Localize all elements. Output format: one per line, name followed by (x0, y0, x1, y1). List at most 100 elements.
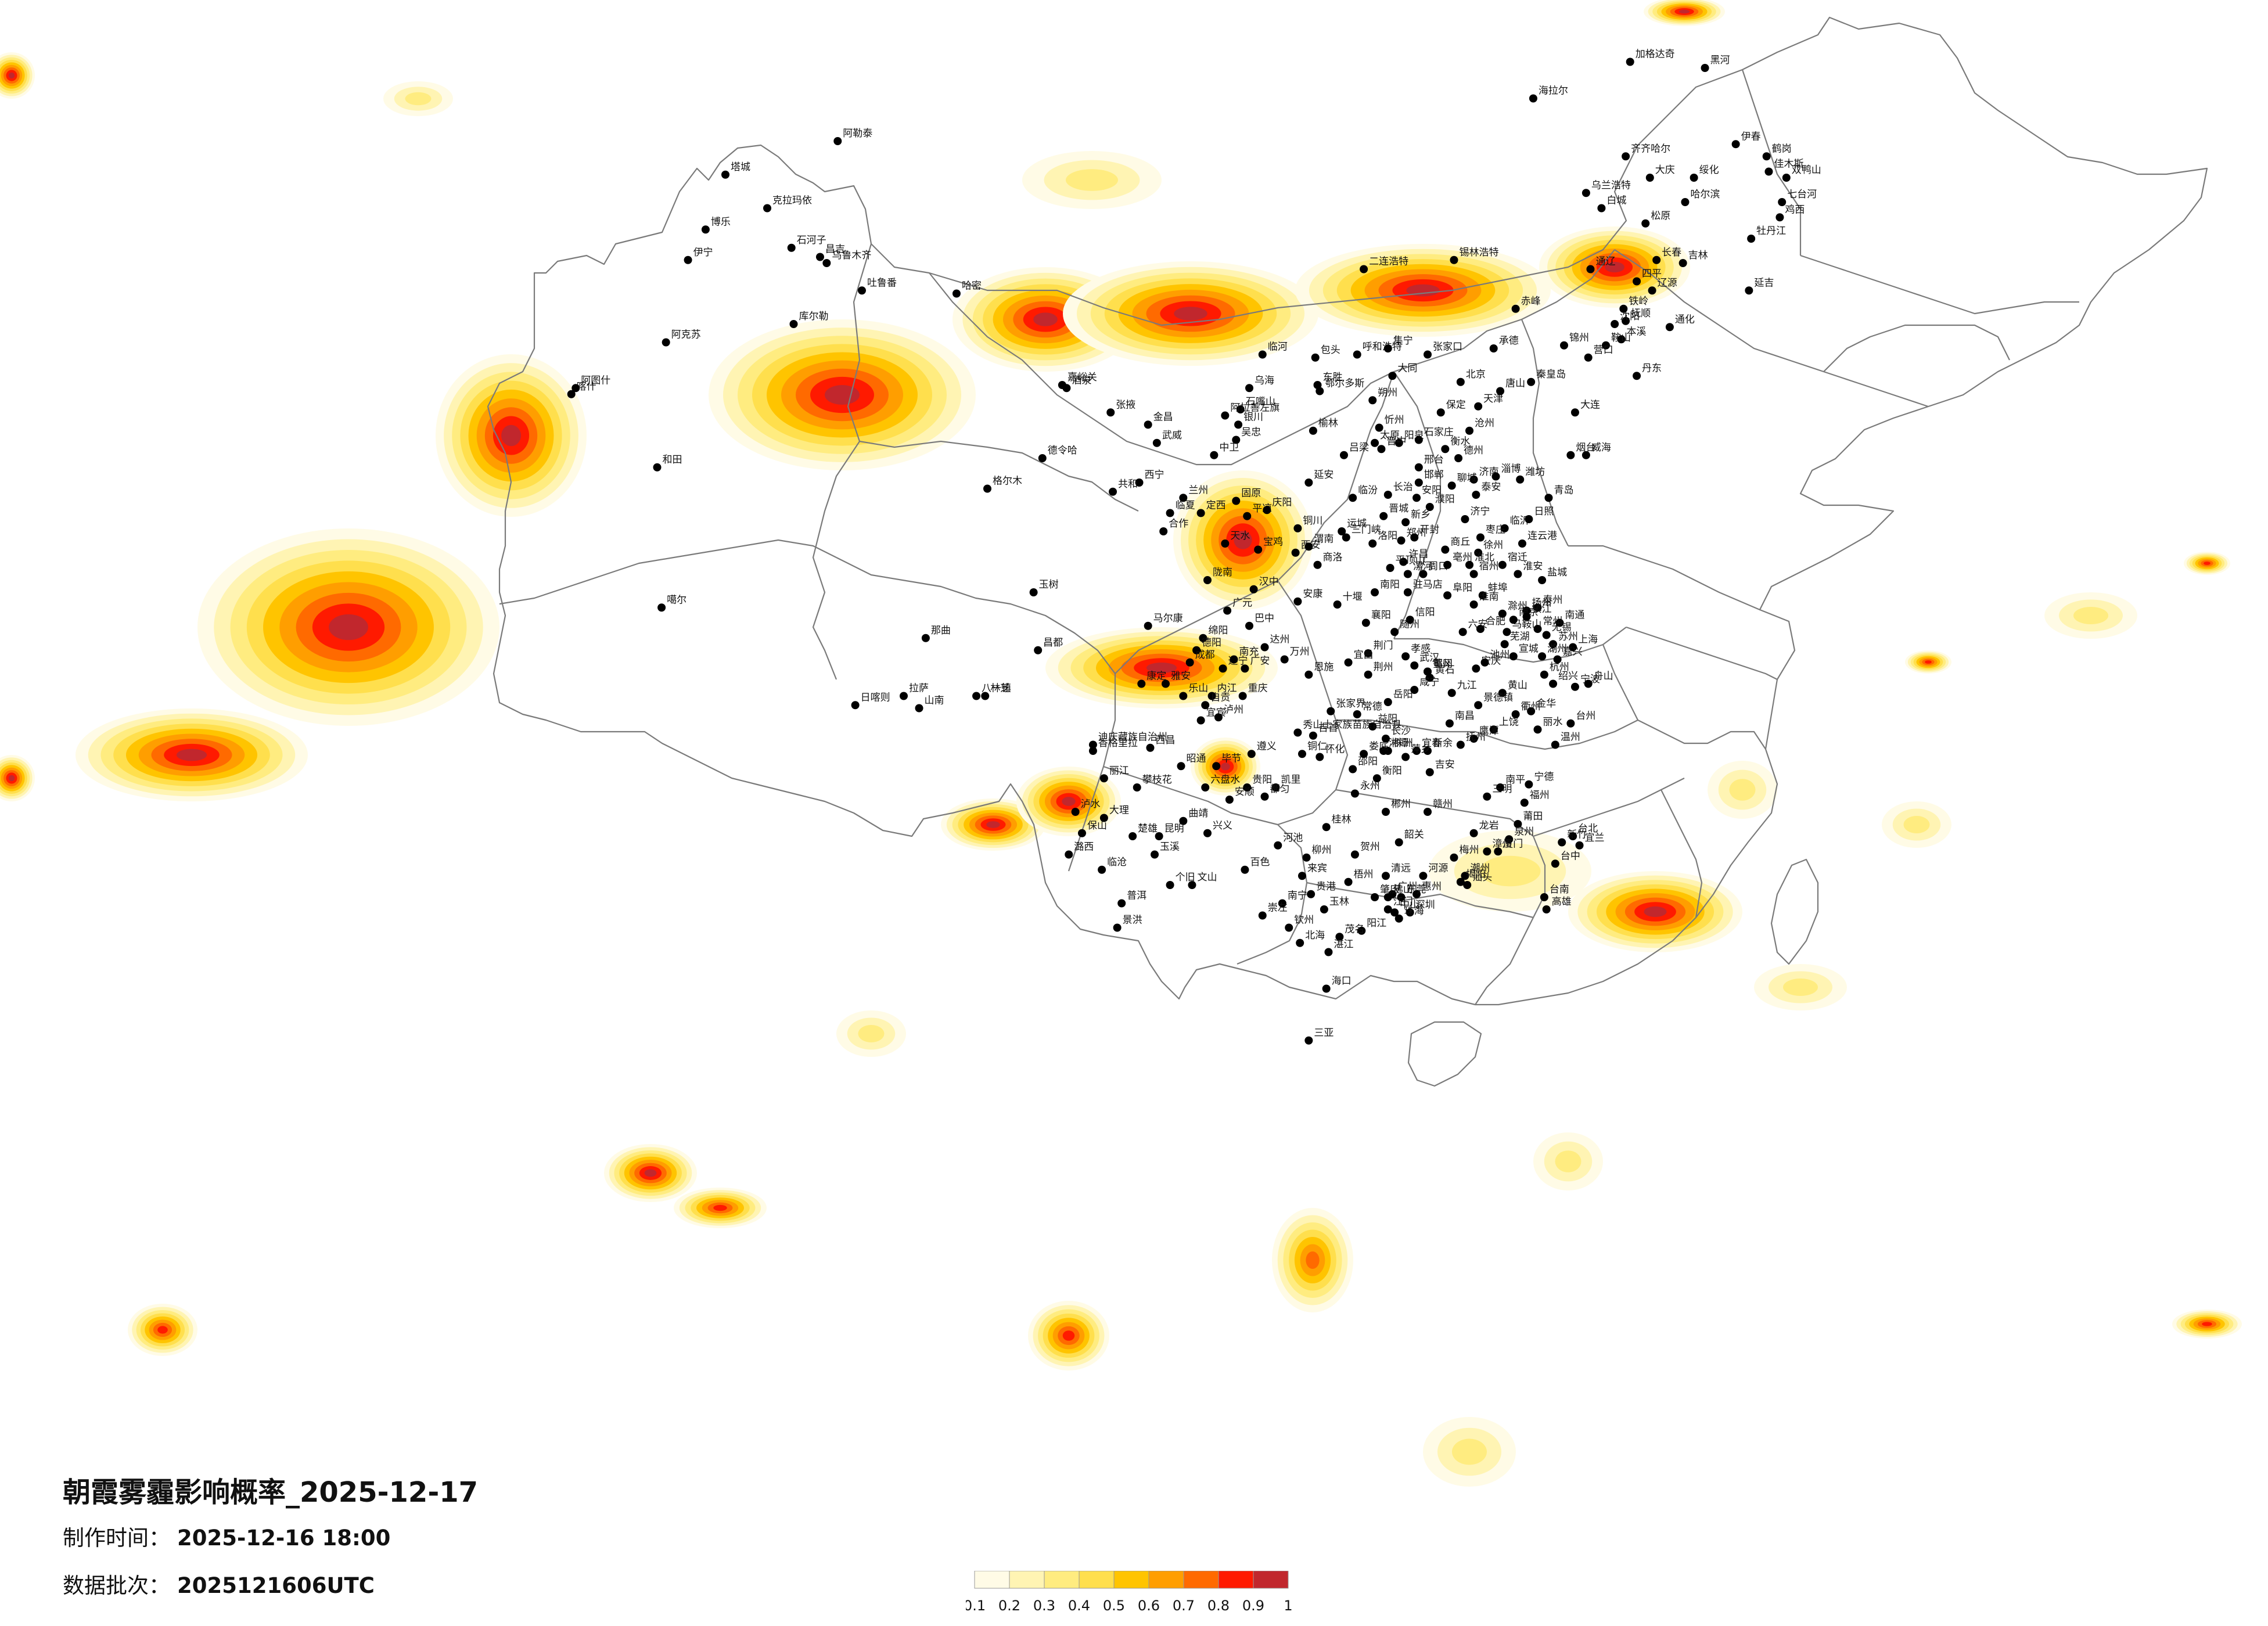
city-marker: 高雄 (1542, 896, 1572, 913)
city-marker: 普洱 (1117, 890, 1146, 908)
probability-cell (1479, 855, 1541, 887)
city-dot (1210, 451, 1219, 459)
city-dot (1203, 829, 1212, 837)
city-marker: 枣庄 (1476, 524, 1505, 542)
city-label: 攀枝花 (1142, 774, 1172, 786)
city-marker: 八一镇 (972, 683, 1011, 700)
city-marker: 佳木斯 (1764, 159, 1803, 176)
city-label: 康定 (1146, 671, 1166, 682)
city-dot (1333, 600, 1342, 609)
city-dot (1077, 829, 1086, 837)
city-marker: 漳州 (1483, 838, 1512, 856)
city-dot (1322, 823, 1331, 832)
city-marker: 日喀则 (851, 692, 890, 710)
city-marker: 三明 (1483, 783, 1512, 801)
city-dot (1177, 762, 1185, 771)
city-label: 塔城 (731, 161, 750, 173)
border-hebei-shanxi (1521, 319, 1569, 546)
city-dot (787, 243, 796, 252)
city-dot (1626, 57, 1634, 66)
city-marker: 伊宁 (684, 247, 713, 264)
legend-swatch (1218, 1571, 1254, 1589)
city-label: 丽水 (1543, 716, 1563, 728)
city-dot (1690, 174, 1698, 182)
city-dot (567, 390, 576, 398)
city-label: 日喀则 (861, 692, 890, 703)
city-dot (1498, 609, 1507, 618)
city-marker: 七台河 (1778, 189, 1817, 206)
city-label: 蚌埠 (1488, 582, 1508, 593)
city-dot (1188, 881, 1196, 889)
probability-cell (176, 749, 207, 761)
city-marker: 长春 (1652, 247, 1681, 264)
city-dot (1745, 286, 1753, 295)
city-dot (1410, 533, 1419, 542)
legend-swatch (1148, 1571, 1184, 1589)
city-marker: 新余 (1424, 738, 1453, 755)
city-marker: 榆林 (1309, 418, 1338, 435)
city-label: 衡阳 (1382, 765, 1402, 776)
city-marker: 衡水 (1441, 436, 1470, 454)
city-label: 辽源 (1658, 277, 1677, 289)
city-marker: 娄底 (1360, 740, 1389, 758)
city-dot (1731, 140, 1740, 149)
city-dot (1762, 152, 1771, 161)
city-dot (1382, 735, 1390, 743)
city-dot (1469, 829, 1478, 837)
city-label: 梧州 (1354, 869, 1374, 880)
border-jiangsu (1626, 626, 1778, 680)
legend-tick-label: 0.2 (998, 1598, 1020, 1614)
city-label: 信阳 (1415, 606, 1435, 618)
city-marker: 景洪 (1113, 915, 1142, 932)
city-dot (1472, 491, 1480, 499)
city-label: 随州 (1400, 618, 1419, 630)
city-dot (1465, 426, 1474, 435)
city-marker: 晋城 (1379, 503, 1408, 520)
city-label: 景洪 (1123, 915, 1142, 926)
city-marker: 石河子 (787, 235, 826, 252)
city-marker: 宜春 (1412, 738, 1442, 755)
data-batch-label: 数据批次： (63, 1573, 170, 1598)
city-marker: 铜川 (1293, 515, 1322, 533)
city-dot (1254, 545, 1263, 554)
city-label: 湖州 (1547, 643, 1567, 654)
city-marker: 延吉 (1745, 277, 1774, 295)
city-label: 南通 (1565, 610, 1584, 621)
city-dot (1278, 899, 1286, 908)
city-label: 本溪 (1627, 326, 1647, 337)
city-label: 博乐 (711, 216, 731, 228)
city-label: 鸡西 (1785, 204, 1805, 215)
city-marker: 铜仁 (1297, 740, 1327, 758)
city-label: 哈密 (962, 280, 982, 292)
city-marker: 台北 (1569, 823, 1598, 840)
city-marker: 临夏 (1166, 500, 1195, 517)
city-label: 柳州 (1312, 844, 1332, 856)
city-dot (1678, 259, 1687, 267)
city-marker: 宿州 (1469, 561, 1499, 578)
city-dot (1443, 560, 1452, 569)
city-marker: 大理 (1099, 805, 1129, 822)
city-dot (1622, 152, 1630, 161)
city-label: 怀化 (1325, 744, 1345, 756)
city-label: 七台河 (1787, 189, 1817, 200)
city-label: 广元 (1232, 598, 1252, 609)
city-marker: 聊城 (1447, 472, 1477, 490)
legend-swatch (1253, 1571, 1289, 1589)
city-marker: 滁州 (1498, 600, 1527, 618)
legend-swatch (1183, 1571, 1219, 1589)
city-dot (1199, 634, 1207, 642)
city-dot (1335, 933, 1344, 941)
city-label: 昌都 (1043, 637, 1063, 649)
city-dot (1371, 588, 1379, 596)
city-dot (1162, 679, 1170, 688)
city-dot (1474, 701, 1483, 710)
city-label: 昆明 (1164, 823, 1184, 834)
city-marker: 鄂尔多斯 (1315, 378, 1364, 395)
city-label: 铁岭 (1629, 296, 1648, 307)
city-marker: 绵阳 (1199, 625, 1228, 642)
city-label: 六安 (1468, 618, 1488, 630)
city-label: 库尔勒 (799, 311, 828, 322)
city-dot (1383, 344, 1392, 352)
city-label: 惠州 (1422, 881, 1442, 893)
city-label: 喀什 (577, 381, 596, 393)
